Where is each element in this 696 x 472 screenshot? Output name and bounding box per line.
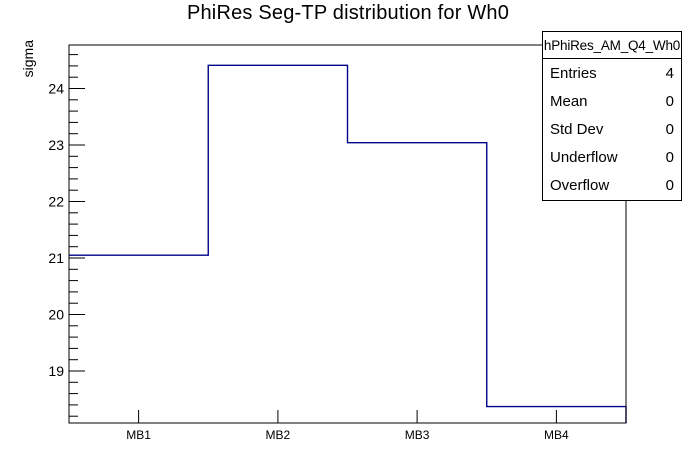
stats-rows: Entries 4 Mean 0 Std Dev 0 Underflow 0 O…	[543, 59, 681, 200]
stat-value: 0	[665, 121, 674, 138]
y-tick-label: 24	[48, 81, 64, 97]
stat-label: Overflow	[550, 177, 610, 195]
histogram-line	[69, 64, 627, 423]
stat-value: 4	[665, 64, 674, 82]
stat-value: 0	[665, 149, 674, 167]
stats-row-entries: Entries 4	[543, 59, 681, 87]
stat-label: Entries	[550, 64, 597, 82]
stat-label: Underflow	[550, 149, 618, 167]
y-tick-label: 21	[48, 250, 64, 266]
plot-frame	[68, 44, 627, 424]
y-tick-label: 22	[48, 194, 64, 210]
stat-value: 0	[665, 177, 674, 195]
stats-box: hPhiRes_AM_Q4_Wh0 Entries 4 Mean 0 Std D…	[542, 31, 682, 201]
stats-row-overflow: Overflow 0	[543, 172, 681, 200]
y-tick-label: 20	[48, 307, 64, 323]
stats-row-underflow: Underflow 0	[543, 144, 681, 172]
x-tick-label: MB4	[544, 428, 569, 442]
stat-value: 0	[665, 92, 674, 110]
stats-row-mean: Mean 0	[543, 87, 681, 115]
chart-title: PhiRes Seg-TP distribution for Wh0	[186, 2, 510, 24]
stat-label: Std Dev	[550, 121, 604, 138]
y-tick-label: 19	[48, 363, 64, 379]
stats-box-title: hPhiRes_AM_Q4_Wh0	[543, 32, 681, 59]
x-tick-label: MB1	[126, 428, 151, 442]
y-tick-label: 23	[48, 137, 64, 153]
stat-label: Mean	[550, 92, 588, 110]
x-tick-label: MB3	[405, 428, 430, 442]
stats-row-stddev: Std Dev 0	[543, 115, 681, 143]
x-tick-label: MB2	[266, 428, 291, 442]
